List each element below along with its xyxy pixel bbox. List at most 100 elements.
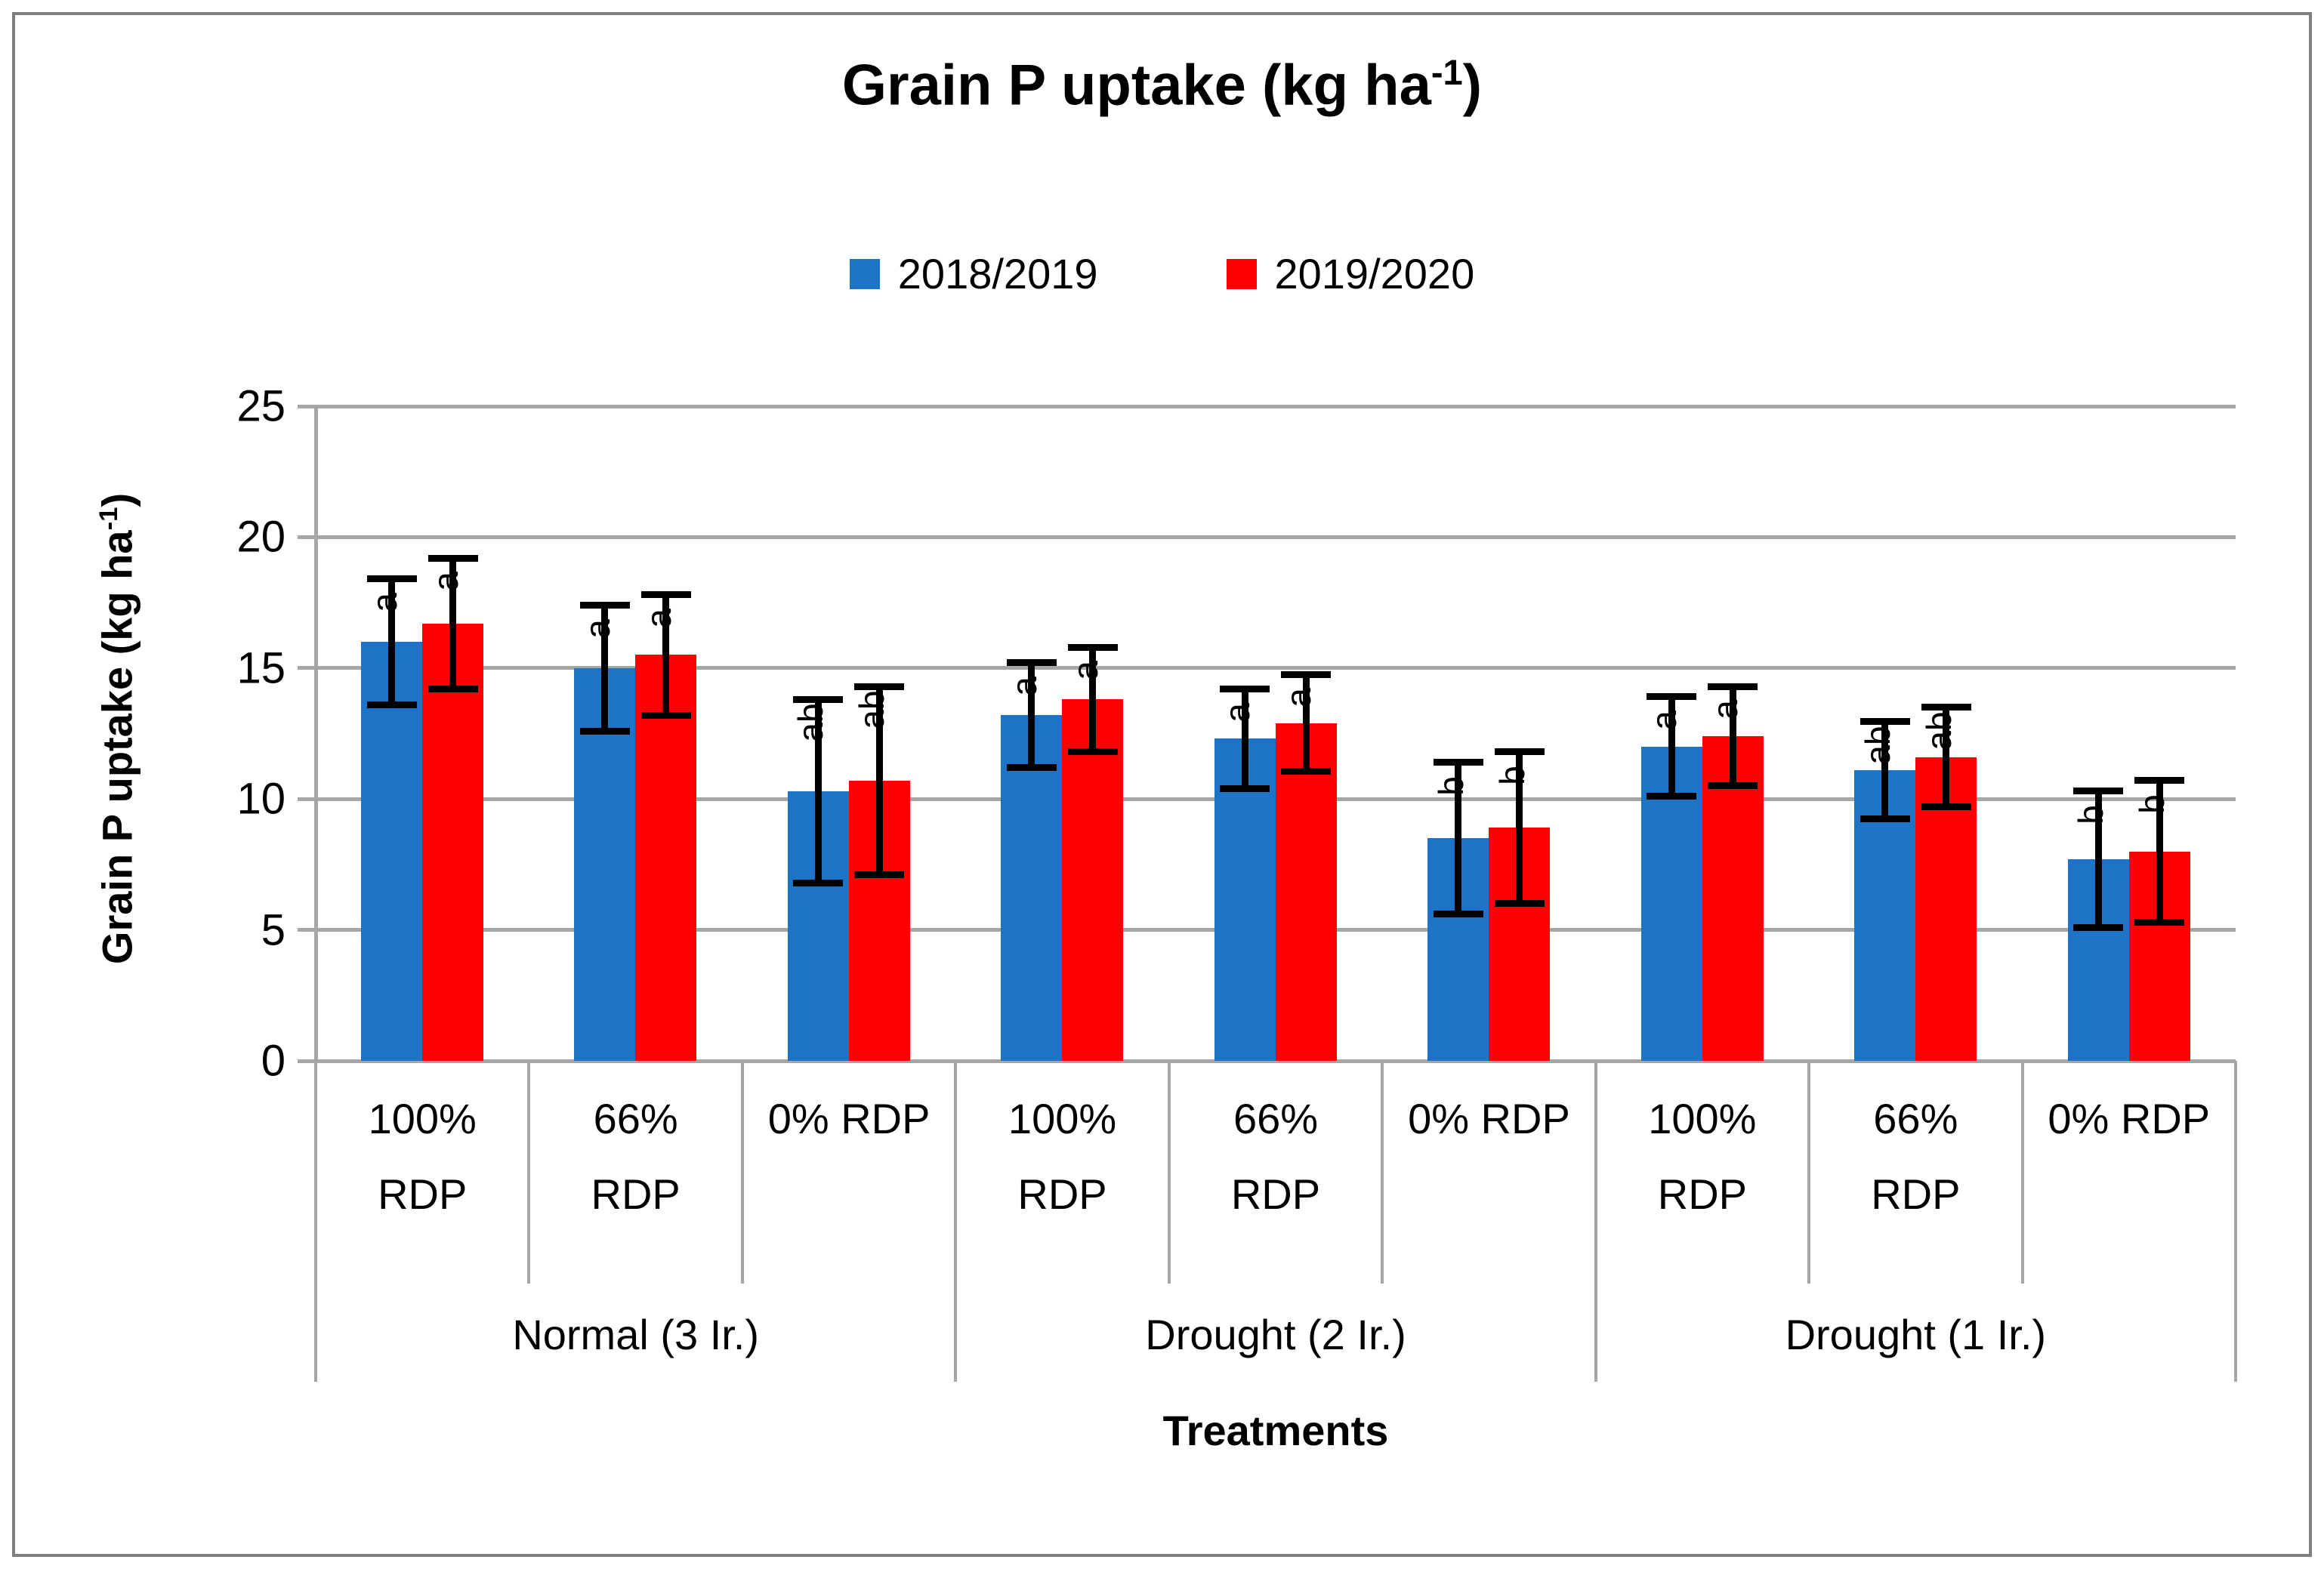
category-label-line: RDP: [1657, 1170, 1747, 1218]
category-label: 66% RDP: [529, 1081, 742, 1232]
error-bar-cap-bottom: [854, 871, 905, 879]
error-bar-line: [1729, 686, 1736, 786]
category-label: 100% RDP: [955, 1081, 1168, 1232]
error-bar-cap-top: [1220, 686, 1270, 693]
error-bar-line: [1028, 662, 1035, 768]
category-label: 0% RDP: [2023, 1081, 2236, 1157]
category-boundary-line: [1807, 1061, 1811, 1284]
error-bar-line: [814, 699, 822, 883]
significance-letter: a: [1004, 677, 1044, 696]
legend-item-2019-2020: 2019/2020: [1226, 249, 1475, 298]
category-label-line: 100%: [1648, 1095, 1757, 1142]
significance-letter: a: [1644, 711, 1684, 730]
chart-title: Grain P uptake (kg ha-1): [0, 51, 2324, 118]
error-bar-cap-bottom: [366, 701, 417, 708]
group-boundary-line: [2234, 1061, 2237, 1382]
category-label-line: 100%: [1008, 1095, 1117, 1142]
legend-label: 2019/2020: [1274, 250, 1475, 297]
category-label: 66% RDP: [1809, 1081, 2022, 1232]
significance-letter: a: [1218, 702, 1258, 723]
category-label: 0% RDP: [742, 1081, 955, 1157]
error-bar-cap-bottom: [579, 727, 630, 735]
category-label-line: 100%: [368, 1095, 477, 1142]
legend-swatch-red: [1226, 258, 1257, 289]
error-bar-line: [1516, 751, 1523, 904]
legend-item-2018-2019: 2018/2019: [849, 249, 1098, 298]
error-bar-cap-top: [1281, 670, 1332, 678]
category-label-line: 66%: [1233, 1095, 1319, 1142]
error-bar-line: [2156, 780, 2163, 923]
y-tick-10: [298, 797, 316, 801]
category-label: 100% RDP: [1596, 1081, 1809, 1232]
significance-letter: ab: [1857, 726, 1897, 765]
gridline-y-20: [316, 535, 2236, 539]
error-bar-cap-top: [427, 554, 478, 562]
y-tick-label-25: 25: [236, 381, 285, 431]
category-label-line: RDP: [1017, 1170, 1107, 1218]
error-bar-cap-bottom: [1433, 911, 1483, 918]
y-axis-title-superscript: -1: [94, 507, 123, 531]
error-bar-cap-bottom: [640, 711, 691, 719]
error-bar-line: [2094, 791, 2102, 928]
error-bar-cap-top: [1006, 659, 1057, 667]
significance-letter: ab: [1918, 711, 1958, 751]
y-axis-title: Grain P uptake (kg ha-1): [93, 493, 142, 964]
error-bar-cap-bottom: [1067, 748, 1118, 756]
error-bar-line: [1668, 696, 1675, 797]
category-boundary-line: [1167, 1061, 1171, 1284]
error-bar-cap-bottom: [427, 686, 478, 693]
error-bar-line: [601, 605, 609, 732]
error-bar-cap-top: [1433, 759, 1483, 766]
category-label-line: 66%: [1873, 1095, 1958, 1142]
group-label: Drought (2 Ir.): [1145, 1311, 1406, 1358]
category-boundary-line: [527, 1061, 531, 1284]
error-bar-line: [662, 594, 670, 716]
bar-2019-2020-100RDP: [1702, 735, 1764, 1061]
category-label-line: 66%: [593, 1095, 678, 1142]
y-tick-label-15: 15: [236, 643, 285, 693]
y-axis-line: [313, 406, 318, 1061]
legend: 2018/2019 2019/2020: [0, 249, 2324, 298]
error-bar-cap-bottom: [1921, 803, 1971, 811]
error-bar-cap-bottom: [1006, 764, 1057, 772]
error-bar-line: [1089, 647, 1097, 752]
bar-2019-2020-66RDP: [635, 655, 697, 1061]
error-bar-cap-top: [1647, 693, 1697, 701]
significance-letter: a: [1279, 688, 1319, 708]
y-tick-20: [298, 535, 316, 539]
error-bar-line: [1241, 689, 1248, 789]
error-bar-cap-bottom: [1281, 768, 1332, 775]
error-bar-cap-top: [366, 575, 417, 583]
category-label-line: RDP: [1230, 1170, 1321, 1218]
error-bar-line: [449, 558, 456, 689]
y-tick-25: [298, 404, 316, 408]
category-label-line: RDP: [378, 1170, 468, 1218]
error-bar-line: [875, 686, 883, 875]
category-label: 0% RDP: [1382, 1081, 1595, 1157]
error-bar-cap-top: [579, 602, 630, 609]
gridline-y-25: [316, 404, 2236, 408]
error-bar-cap-bottom: [1647, 793, 1697, 800]
error-bar-cap-bottom: [1220, 784, 1270, 792]
y-tick-label-20: 20: [236, 512, 285, 562]
error-bar-cap-bottom: [2073, 923, 2124, 931]
significance-letter: ab: [852, 690, 892, 729]
significance-letter: a: [364, 593, 404, 612]
category-label-line: 0% RDP: [767, 1095, 931, 1142]
legend-label: 2018/2019: [897, 250, 1098, 297]
y-tick-label-0: 0: [261, 1036, 285, 1086]
bar-2018-2019-66RDP: [1214, 738, 1276, 1061]
error-bar-cap-bottom: [1708, 782, 1758, 790]
chart-title-text: Grain P uptake (kg ha: [841, 53, 1431, 118]
error-bar-cap-top: [640, 591, 691, 599]
significance-letter: a: [638, 608, 678, 628]
bar-2018-2019-100RDP: [1001, 715, 1063, 1061]
y-tick-15: [298, 666, 316, 670]
gridline-y-15: [316, 666, 2236, 670]
significance-letter: b: [2132, 794, 2172, 814]
bar-2019-2020-100RDP: [422, 623, 483, 1061]
error-bar-line: [1881, 721, 1889, 819]
category-label: 100% RDP: [316, 1081, 529, 1232]
significance-letter: ab: [791, 703, 831, 742]
category-boundary-line: [1381, 1061, 1384, 1284]
